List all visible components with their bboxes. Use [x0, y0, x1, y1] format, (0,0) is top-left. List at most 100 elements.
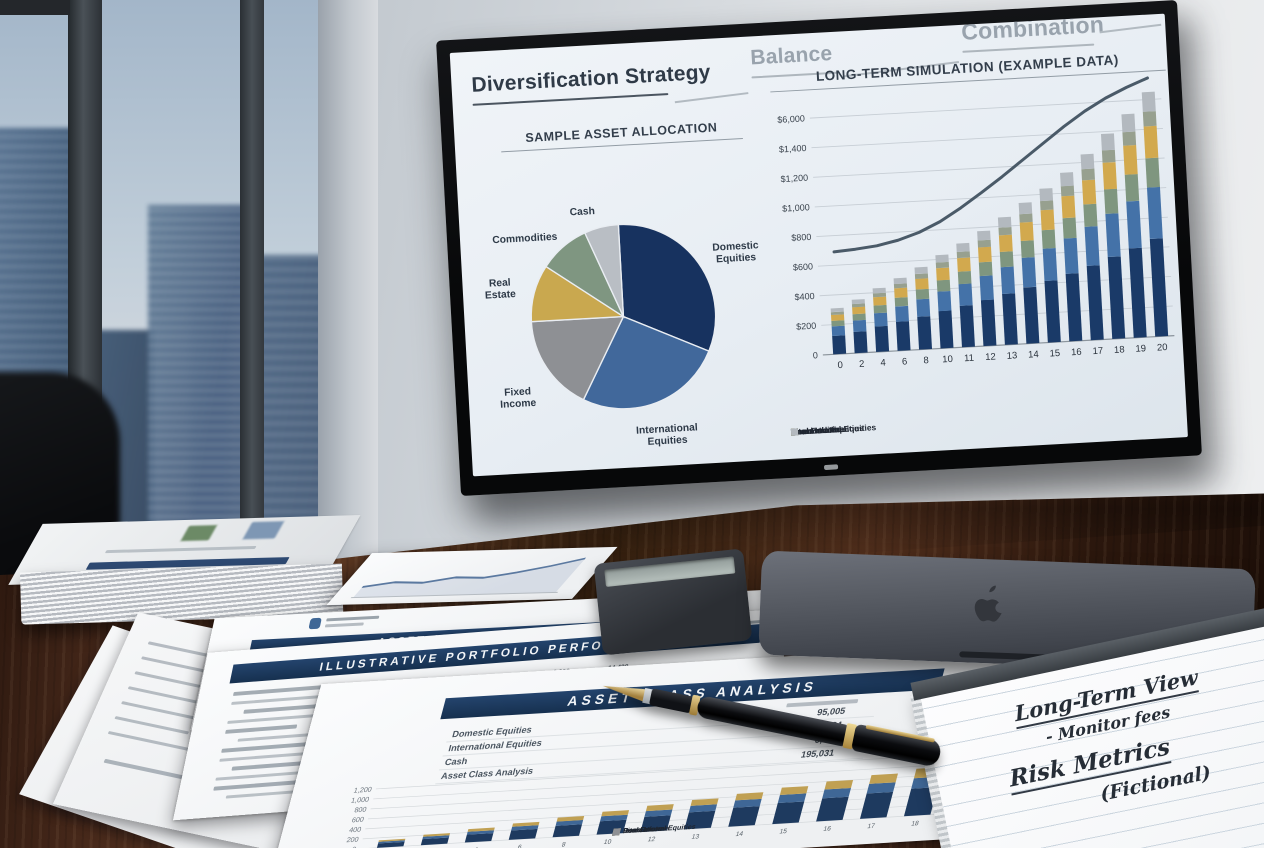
x-axis-tick-label: 16	[823, 826, 832, 833]
bar-segment	[644, 809, 673, 817]
bar-segment	[1065, 273, 1083, 342]
bar-segment	[831, 314, 845, 321]
bar-segment	[1107, 256, 1126, 340]
bar-segment	[1060, 185, 1075, 197]
bar-segment	[1081, 168, 1095, 181]
bar-segment	[978, 261, 993, 277]
bar-segment	[1080, 153, 1095, 170]
bar-segment	[958, 283, 973, 306]
x-axis-tick-label: 20	[1157, 342, 1168, 354]
laptop-closed	[758, 550, 1256, 674]
gridline	[359, 811, 986, 848]
x-axis-tick-label: 11	[964, 353, 974, 365]
bar-segment	[688, 804, 718, 813]
bar-segment	[1040, 209, 1055, 231]
x-axis-tick-label: 10	[603, 839, 612, 846]
bar-segment	[853, 331, 868, 354]
line-chart-paper	[326, 546, 618, 606]
y-axis-tick-label: 1,000	[350, 796, 370, 805]
bar-segment	[935, 261, 950, 269]
bar-segment	[600, 814, 628, 822]
y-axis-tick-label: $800	[791, 232, 812, 243]
bar-segment	[872, 287, 886, 294]
bar-segment	[512, 821, 540, 827]
mini-line-chart	[350, 557, 586, 599]
bar-segment	[852, 319, 867, 332]
bar-segment	[1060, 172, 1074, 187]
bar-segment	[957, 257, 971, 272]
bar-segment	[1086, 265, 1104, 341]
x-axis-tick-label: 16	[1071, 347, 1082, 359]
bar-segment	[893, 283, 908, 289]
window-frame	[0, 0, 70, 15]
bar-segment	[464, 833, 494, 843]
bar-segment	[1021, 257, 1037, 288]
bar-segment	[936, 279, 951, 292]
pen-nib	[601, 681, 647, 703]
company-logo-mark	[308, 617, 322, 630]
bar-segment	[1101, 149, 1116, 163]
legend-swatch	[790, 427, 799, 436]
bar-segment	[895, 321, 911, 351]
x-axis-tick-label: 6	[517, 844, 523, 848]
y-axis-tick-label: 0	[351, 846, 357, 848]
y-axis-tick-label: 600	[351, 816, 365, 824]
bar-segment	[936, 267, 950, 281]
tab-label: Combination	[960, 13, 1105, 45]
bar-segment	[684, 810, 716, 830]
calculator-keypad	[607, 579, 742, 646]
growth-line	[832, 76, 1149, 254]
bar-segment	[733, 798, 762, 808]
bar-segment	[831, 325, 846, 337]
bar-segment	[777, 793, 807, 804]
bar-segment	[894, 287, 908, 298]
x-axis-tick-label: 17	[1092, 346, 1103, 358]
x-axis-tick-label: 14	[1028, 349, 1039, 361]
pie-label: InternationalEquities	[636, 422, 699, 448]
x-axis-tick-label: 12	[647, 836, 656, 843]
x-axis-tick-label: 8	[923, 355, 929, 366]
bar-segment	[1084, 226, 1100, 266]
bar-segment	[1061, 195, 1076, 219]
pie-label: Cash	[569, 206, 595, 218]
row-label: Cash	[443, 755, 469, 768]
x-axis-tick-label: 15	[779, 828, 788, 835]
report-text-line	[104, 545, 257, 554]
bar-segment	[1039, 188, 1054, 202]
bar-segment	[873, 304, 887, 314]
bar-segment	[1121, 113, 1136, 133]
bar-segment	[1042, 247, 1058, 281]
bar-segment	[645, 804, 674, 812]
logo-text-line	[324, 622, 364, 628]
bar-segment	[874, 325, 890, 353]
bar-segment	[1100, 133, 1115, 151]
pie-slice-fixed-income	[530, 315, 625, 401]
bar-segment	[938, 310, 954, 349]
bar-segment	[824, 779, 854, 790]
window-mullion	[240, 0, 264, 585]
bar-segment	[378, 840, 405, 844]
bar-segment	[420, 837, 449, 846]
y-axis-tick-label: $1,200	[780, 173, 808, 184]
y-axis-tick-label: $400	[794, 291, 815, 302]
bar-segment	[956, 242, 970, 252]
bar-segment	[895, 305, 909, 322]
bar-segment	[915, 278, 929, 290]
gridline	[811, 127, 1163, 149]
bar-segment	[1146, 186, 1163, 239]
pie-label: DomesticEquities	[712, 240, 760, 265]
bar-segment	[1019, 221, 1034, 242]
bar-segment	[376, 841, 405, 848]
bar-segment	[852, 306, 866, 315]
bar-segment	[998, 226, 1012, 236]
bar-segment	[894, 297, 909, 307]
presentation-slide: Diversification Strategy Balance Combinati…	[449, 13, 1188, 477]
bar-segment	[735, 792, 764, 801]
y-axis-tick-label: 1,200	[353, 786, 373, 795]
paper-stacked-bar-chart: 1,2001,000800600400200002468101213141516…	[346, 751, 1001, 848]
bar-segment	[1083, 203, 1098, 227]
bar-segment	[979, 275, 994, 301]
bar-segment	[914, 266, 928, 274]
tab-divider-line	[1099, 23, 1162, 33]
bar-segment	[917, 316, 933, 350]
